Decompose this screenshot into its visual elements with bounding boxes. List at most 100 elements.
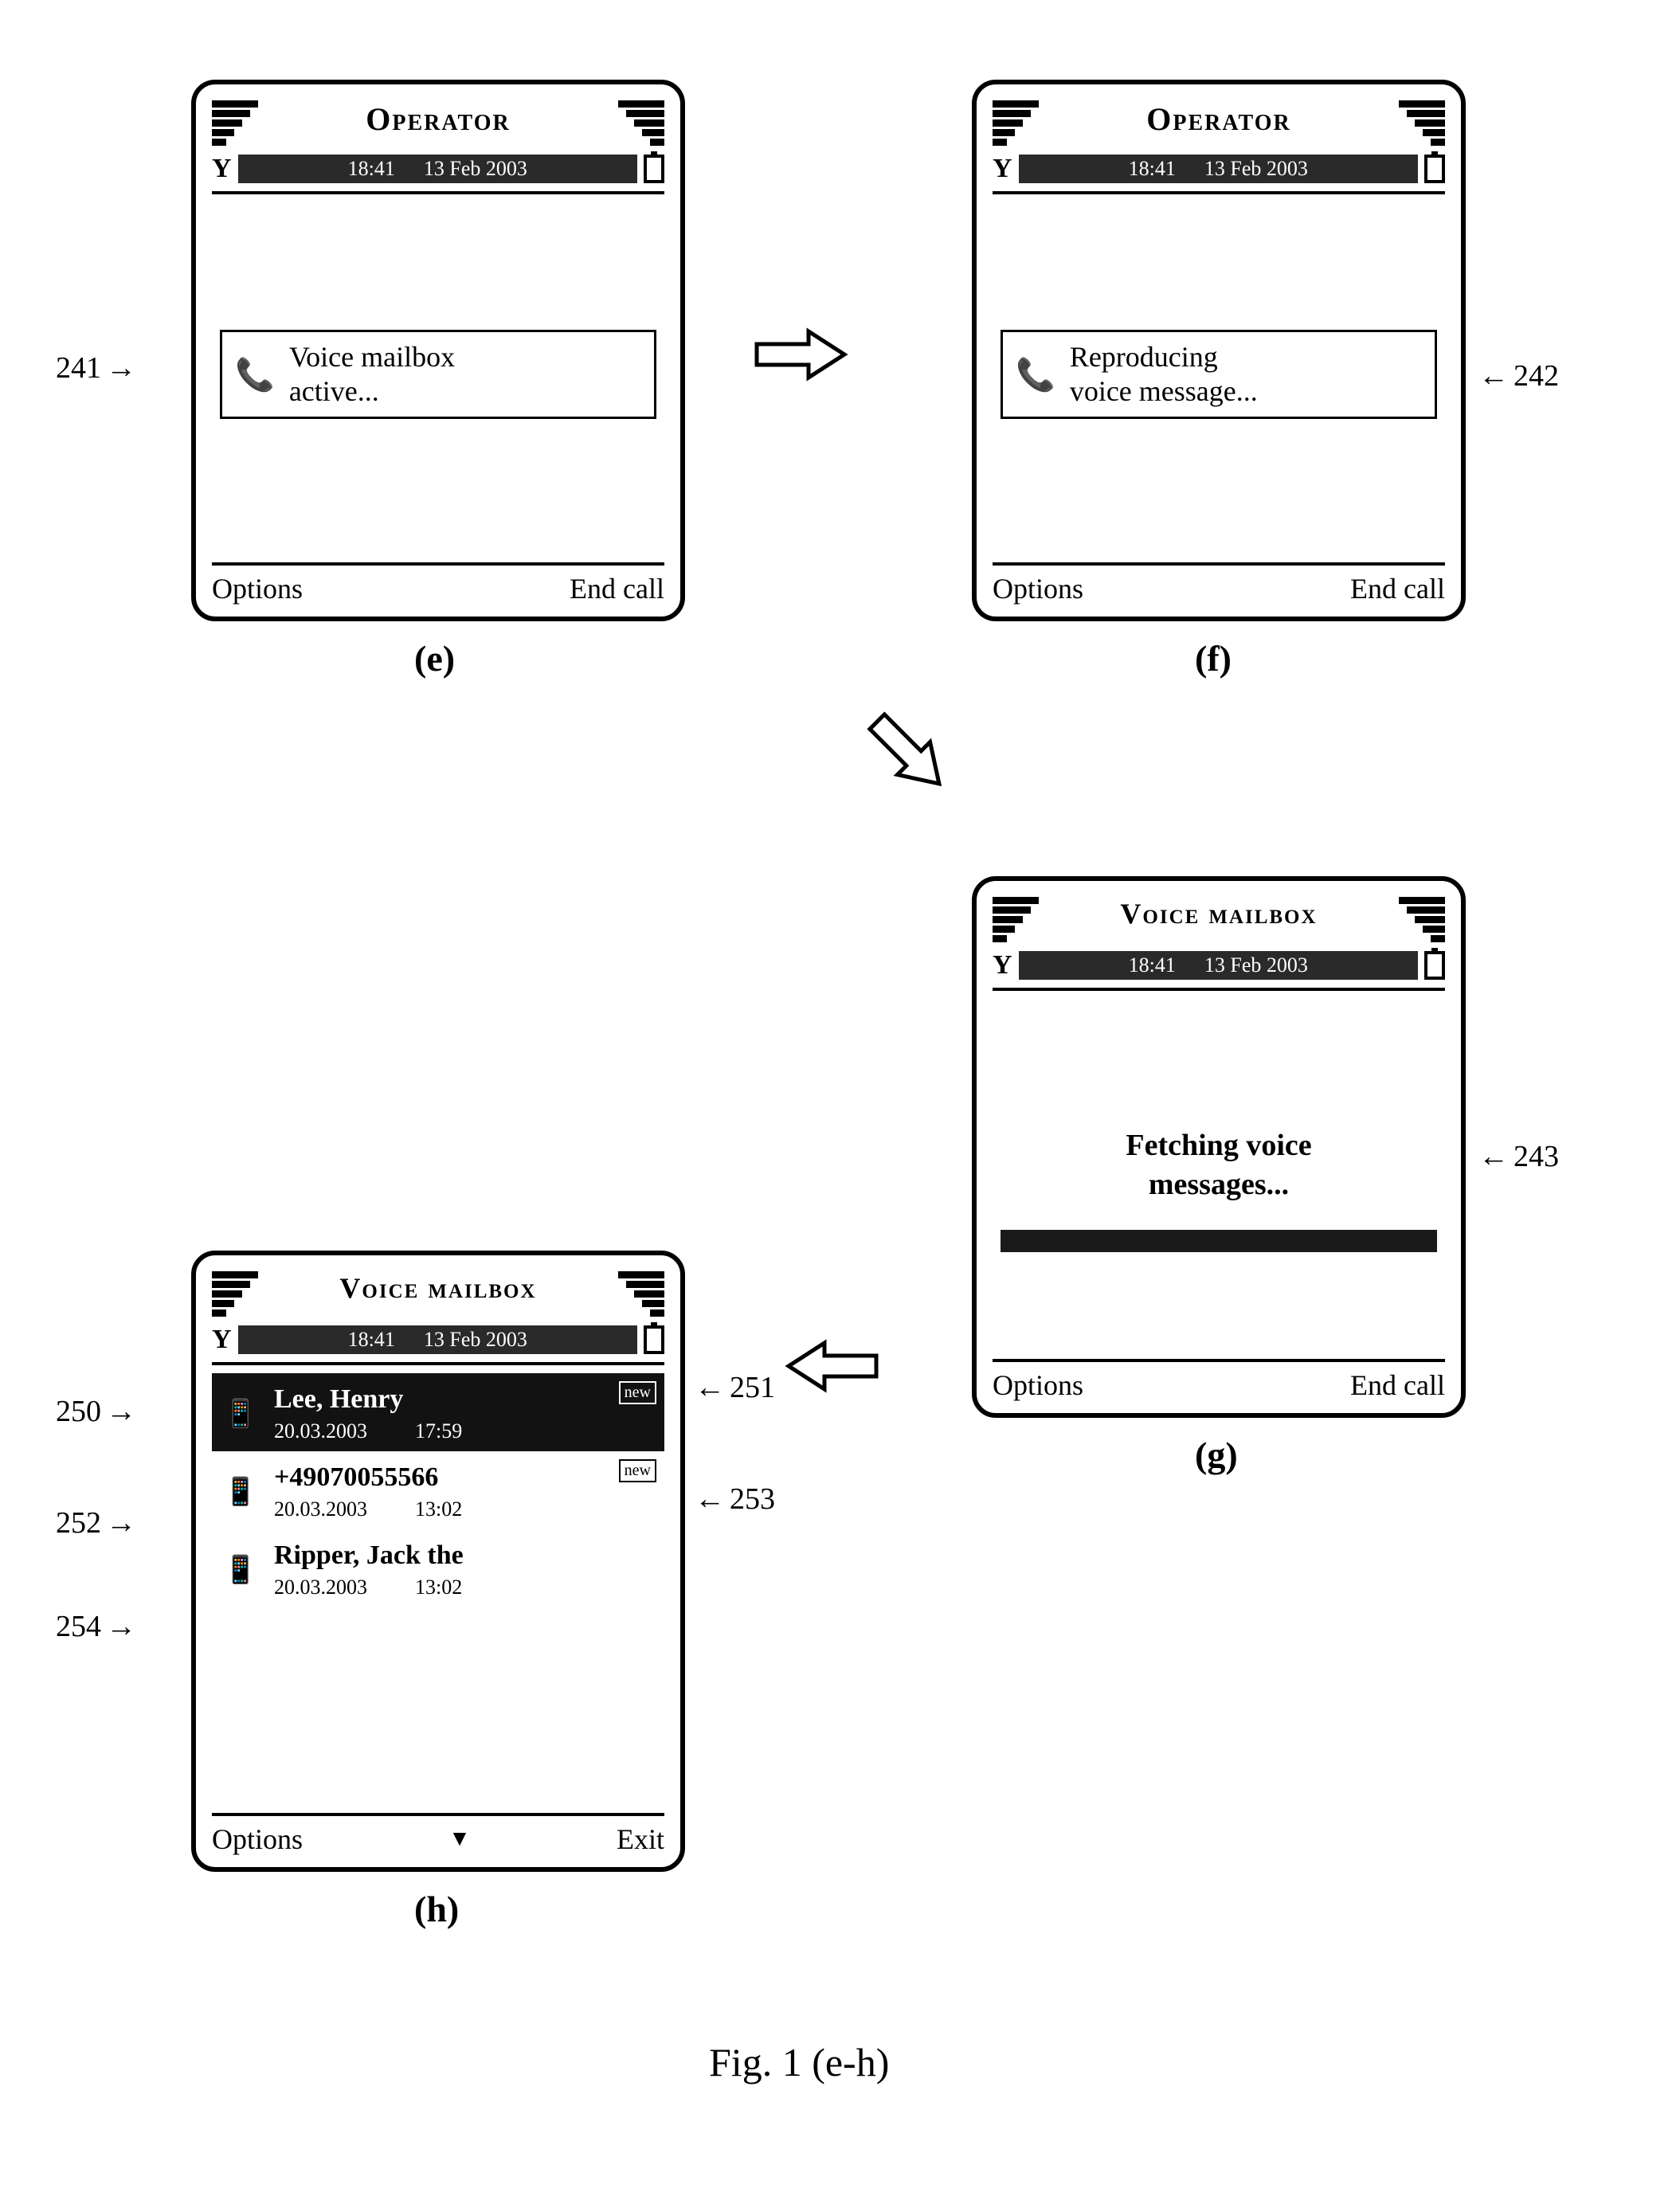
- left-softkey[interactable]: Options: [993, 1368, 1083, 1402]
- status-bar: Y 18:41 13 Feb 2003: [993, 155, 1445, 183]
- mobile-icon: 📱: [221, 1398, 260, 1430]
- message-date: 20.03.2003: [274, 1419, 367, 1443]
- antenna-icon: Y: [993, 952, 1012, 979]
- status-bar: Y 18:41 13 Feb 2003: [212, 1325, 664, 1354]
- content-area: Fetching voicemessages...: [993, 991, 1445, 1353]
- message-sender: Ripper, Jack the: [274, 1540, 655, 1571]
- callout-label: 250→: [56, 1394, 141, 1429]
- antenna-icon: Y: [993, 155, 1012, 182]
- flow-arrow-icon: [855, 699, 961, 806]
- status-bar: Y 18:41 13 Feb 2003: [993, 951, 1445, 980]
- status-strip: 18:41 13 Feb 2003: [238, 155, 637, 183]
- top-bar: Voice mailbox: [993, 897, 1445, 948]
- flow-arrow-icon: [785, 1338, 880, 1394]
- softkey-bar: Options End call: [993, 562, 1445, 605]
- phone-screen: Voice mailbox Y 18:41 13 Feb 2003 Fetchi…: [972, 876, 1466, 1418]
- status-message-text: Reproducingvoice message...: [1070, 340, 1258, 409]
- status-time: 18:41: [348, 157, 395, 181]
- softkey-bar: Options End call: [212, 562, 664, 605]
- phone-speaker-icon: 📞: [1016, 356, 1055, 393]
- mobile-icon: 📱: [221, 1554, 260, 1586]
- signal-bars: [212, 100, 263, 146]
- message-date: 20.03.2003: [274, 1497, 367, 1521]
- message-meta: 20.03.2003 13:02: [274, 1497, 655, 1521]
- content-area: 📞 Voice mailboxactive...: [212, 194, 664, 556]
- message-info: Lee, Henry 20.03.2003 17:59: [274, 1384, 655, 1443]
- phone-screen: Operator Y 18:41 13 Feb 2003 📞 Voice mai…: [191, 80, 685, 621]
- status-message-text: Voice mailboxactive...: [289, 340, 455, 409]
- callout-label: ←243: [1474, 1139, 1559, 1174]
- battery-icon: [644, 1325, 664, 1354]
- antenna-icon: Y: [212, 1326, 232, 1353]
- left-softkey[interactable]: Options: [212, 572, 303, 605]
- figure-caption: Fig. 1 (e-h): [709, 2039, 889, 2085]
- signal-bars: [993, 100, 1044, 146]
- message-info: +49070055566 20.03.2003 13:02: [274, 1462, 655, 1521]
- left-softkey[interactable]: Options: [212, 1822, 303, 1856]
- battery-icon: [1424, 155, 1445, 183]
- fetch-message: Fetching voicemessages...: [993, 1126, 1445, 1205]
- battery-icon: [1424, 951, 1445, 980]
- panel-label: (f): [1195, 637, 1232, 679]
- message-time: 13:02: [415, 1576, 462, 1599]
- callout-label: 254→: [56, 1609, 141, 1644]
- signal-bars: [212, 1271, 263, 1317]
- progress-bar: [1001, 1230, 1437, 1252]
- status-date: 13 Feb 2003: [1204, 953, 1308, 977]
- status-strip: 18:41 13 Feb 2003: [1019, 155, 1418, 183]
- message-sender: Lee, Henry: [274, 1384, 655, 1415]
- screen-title: Operator: [263, 100, 613, 138]
- signal-bars: [1394, 100, 1445, 146]
- signal-bars: [613, 1271, 664, 1317]
- panel-label: (e): [414, 637, 455, 679]
- message-meta: 20.03.2003 13:02: [274, 1576, 655, 1599]
- mobile-icon: 📱: [221, 1476, 260, 1508]
- status-message-box: 📞 Voice mailboxactive...: [220, 330, 656, 419]
- top-bar: Voice mailbox: [212, 1271, 664, 1322]
- panel-label: (h): [414, 1888, 459, 1930]
- status-date: 13 Feb 2003: [424, 157, 527, 181]
- flow-arrow-icon: [753, 327, 848, 382]
- screen-title: Voice mailbox: [1044, 897, 1394, 930]
- message-list: 📱 Lee, Henry 20.03.2003 17:59 new 📱 +490…: [212, 1373, 664, 1807]
- status-time: 18:41: [348, 1328, 395, 1352]
- right-softkey[interactable]: End call: [1350, 1368, 1445, 1402]
- softkey-bar: Options End call: [993, 1359, 1445, 1402]
- message-row[interactable]: 📱 Ripper, Jack the 20.03.2003 13:02: [212, 1529, 664, 1607]
- softkey-bar: Options ▼ Exit: [212, 1813, 664, 1856]
- right-softkey[interactable]: Exit: [617, 1822, 664, 1856]
- antenna-icon: Y: [212, 155, 232, 182]
- left-softkey[interactable]: Options: [993, 572, 1083, 605]
- content-area: 📞 Reproducingvoice message...: [993, 194, 1445, 556]
- status-strip: 18:41 13 Feb 2003: [1019, 951, 1418, 980]
- signal-bars: [1394, 897, 1445, 942]
- flow-arrow: [753, 327, 848, 382]
- top-bar: Operator: [993, 100, 1445, 151]
- callout-label: ←251: [690, 1370, 775, 1405]
- message-info: Ripper, Jack the 20.03.2003 13:02: [274, 1540, 655, 1599]
- screen-title: Operator: [1044, 100, 1394, 138]
- status-message-box: 📞 Reproducingvoice message...: [1001, 330, 1437, 419]
- message-row[interactable]: 📱 Lee, Henry 20.03.2003 17:59 new: [212, 1373, 664, 1451]
- signal-bars: [613, 100, 664, 146]
- message-row[interactable]: 📱 +49070055566 20.03.2003 13:02 new: [212, 1451, 664, 1529]
- message-date: 20.03.2003: [274, 1576, 367, 1599]
- callout-label: 241→: [56, 350, 141, 386]
- content-area: 📱 Lee, Henry 20.03.2003 17:59 new 📱 +490…: [212, 1365, 664, 1807]
- top-bar: Operator: [212, 100, 664, 151]
- message-time: 17:59: [415, 1419, 462, 1443]
- chevron-down-icon[interactable]: ▼: [448, 1826, 471, 1852]
- right-softkey[interactable]: End call: [1350, 572, 1445, 605]
- panel-label: (g): [1195, 1434, 1238, 1476]
- status-date: 13 Feb 2003: [424, 1328, 527, 1352]
- signal-bars: [993, 897, 1044, 942]
- flow-arrow: [785, 1338, 880, 1394]
- status-date: 13 Feb 2003: [1204, 157, 1308, 181]
- callout-label: ←242: [1474, 358, 1559, 393]
- right-softkey[interactable]: End call: [570, 572, 664, 605]
- phone-screen: Operator Y 18:41 13 Feb 2003 📞 Reproduci…: [972, 80, 1466, 621]
- message-sender: +49070055566: [274, 1462, 655, 1493]
- new-badge: new: [619, 1381, 656, 1404]
- phone-screen: Voice mailbox Y 18:41 13 Feb 2003 📱 Lee,…: [191, 1251, 685, 1872]
- battery-icon: [644, 155, 664, 183]
